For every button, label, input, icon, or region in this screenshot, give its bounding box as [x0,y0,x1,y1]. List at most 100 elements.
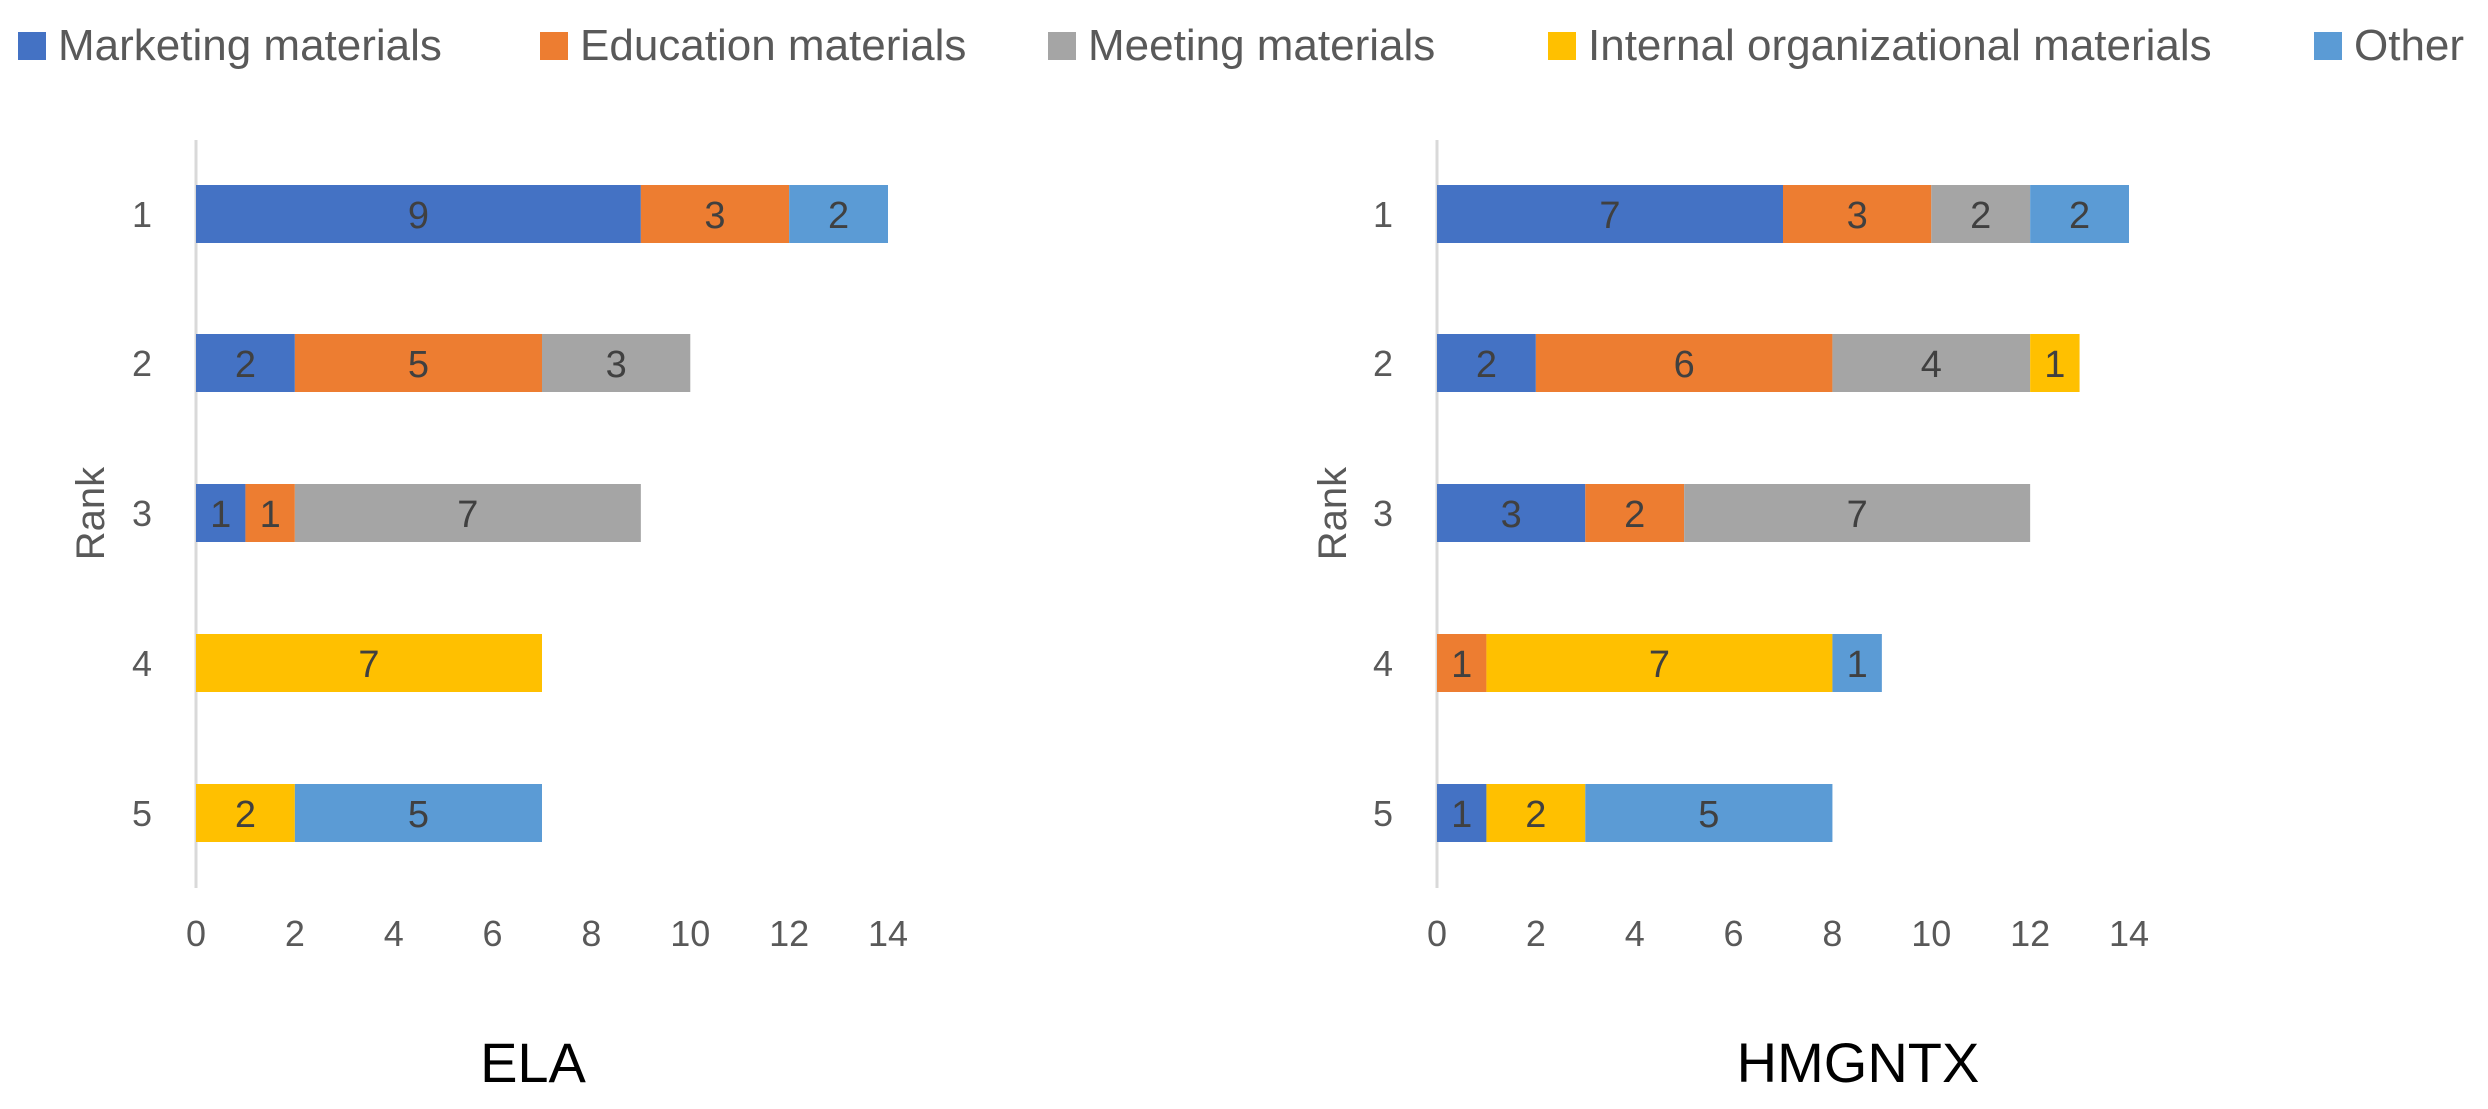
data-label: 1 [1847,644,1868,686]
bar-segment [2030,185,2129,243]
x-tick-label: 2 [1526,913,1546,954]
legend-label: Meeting materials [1088,21,1436,70]
legend-label: Other [2354,21,2465,70]
bar-segment [542,334,691,392]
data-label: 1 [1451,644,1472,686]
y-tick-label: 2 [1373,343,1393,384]
x-tick-label: 10 [1911,913,1951,954]
bar-segment [1437,484,1586,542]
legend-item: Meeting materials [1048,14,1435,78]
data-label: 9 [408,195,429,237]
x-tick-label: 6 [483,913,503,954]
data-label: 7 [1649,644,1670,686]
x-tick-label: 4 [384,913,404,954]
bar-segment [1535,334,1833,392]
data-label: 2 [2069,195,2090,237]
legend-item: Education materials [540,14,966,78]
bar-segment [1585,784,1833,842]
legend-swatch [540,32,568,60]
x-tick-label: 14 [2109,913,2149,954]
data-label: 2 [235,794,256,836]
y-tick-label: 3 [1373,493,1393,534]
x-tick-label: 0 [1427,913,1447,954]
x-tick-label: 10 [670,913,710,954]
x-tick-label: 14 [868,913,908,954]
x-tick-label: 4 [1625,913,1645,954]
bar-segment [196,185,641,243]
x-tick-label: 0 [186,913,206,954]
chart-legend: Marketing materials Education materials Me… [0,14,2488,78]
data-label: 5 [408,794,429,836]
legend-swatch [18,32,46,60]
bar-segment [1783,185,1932,243]
data-label: 6 [1674,344,1695,386]
legend-label: Education materials [580,21,967,70]
bar-segment [640,185,790,243]
data-label: 3 [1847,195,1868,237]
y-tick-label: 4 [132,643,152,684]
data-label: 2 [828,195,849,237]
y-tick-label: 4 [1373,643,1393,684]
data-label: 2 [1476,344,1497,386]
data-label: 2 [1970,195,1991,237]
data-label: 2 [1525,794,1546,836]
chart-title: ELA [480,1031,586,1094]
data-label: 2 [1624,494,1645,536]
data-label: 7 [1599,195,1620,237]
bar-segment [1585,484,1685,542]
bar-segment [294,334,542,392]
bar-segment [1486,634,1833,692]
data-label: 7 [457,494,478,536]
bar-segment [2030,334,2080,392]
legend-item: Other [2314,14,2464,78]
data-label: 1 [2044,344,2065,386]
bar-segment [196,484,246,542]
data-label: 4 [1921,344,1942,386]
bar-segment [1931,185,2031,243]
bar-segment [1437,185,1783,243]
legend-label: Marketing materials [58,21,442,70]
x-tick-label: 12 [769,913,809,954]
data-label: 3 [606,344,627,386]
y-tick-label: 2 [132,343,152,384]
x-tick-label: 12 [2010,913,2050,954]
legend-label: Internal organizational materials [1588,21,2212,70]
chart-title: HMGNTX [1737,1031,1980,1094]
bar-segment [196,334,295,392]
legend-item: Internal organizational materials [1548,14,2212,78]
y-tick-label: 1 [132,194,152,235]
bar-segment [1437,784,1487,842]
data-label: 3 [1501,494,1522,536]
legend-swatch [1548,32,1576,60]
bar-segment [789,185,888,243]
bar-segment [1832,634,1882,692]
x-tick-label: 6 [1724,913,1744,954]
data-label: 3 [704,195,725,237]
bar-segment [1437,334,1536,392]
y-axis-title: Rank [69,466,113,560]
bar-segment [1486,784,1586,842]
data-label: 5 [1698,794,1719,836]
x-tick-label: 2 [285,913,305,954]
bar-segment [196,634,542,692]
data-label: 1 [210,494,231,536]
x-tick-label: 8 [1822,913,1842,954]
bar-segment [1684,484,2031,542]
data-label: 1 [1451,794,1472,836]
bar-segment [245,484,295,542]
legend-swatch [2314,32,2342,60]
bar-segment [1437,634,1487,692]
y-tick-label: 5 [132,793,152,834]
bar-segment [1832,334,2031,392]
data-label: 7 [358,644,379,686]
y-tick-label: 1 [1373,194,1393,235]
legend-swatch [1048,32,1076,60]
y-axis-title: Rank [1311,466,1355,560]
bar-segment [196,784,295,842]
y-tick-label: 5 [1373,793,1393,834]
x-tick-label: 8 [581,913,601,954]
data-label: 2 [235,344,256,386]
